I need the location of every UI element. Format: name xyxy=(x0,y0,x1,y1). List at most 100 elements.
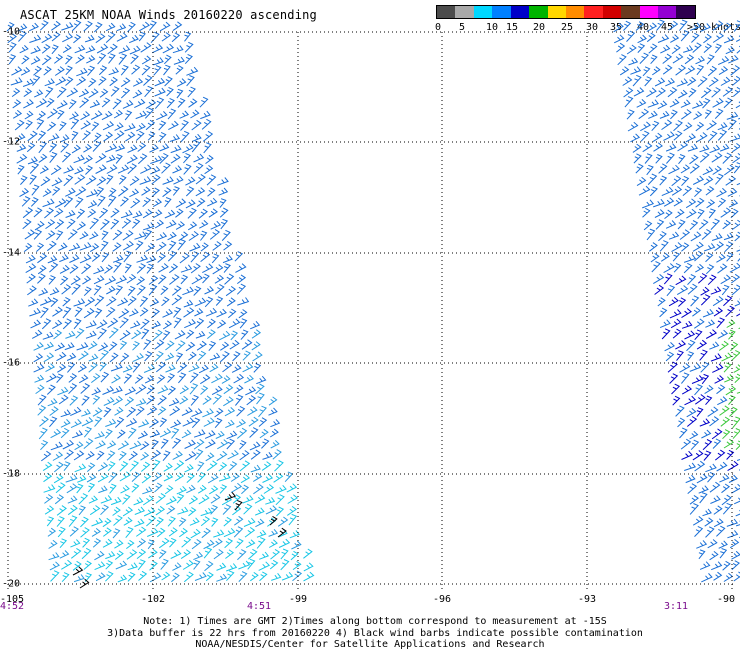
wind-barb xyxy=(246,395,257,406)
wind-barb xyxy=(722,429,731,440)
wind-barb xyxy=(83,143,93,153)
wind-barb xyxy=(151,439,159,450)
wind-barb xyxy=(87,65,96,77)
wind-barb xyxy=(736,309,740,317)
wind-barb xyxy=(704,109,712,119)
wind-barb xyxy=(712,296,724,307)
wind-barb xyxy=(189,372,199,384)
wind-barb xyxy=(281,571,294,581)
wind-barb xyxy=(172,562,182,571)
wind-barb xyxy=(213,529,225,538)
wind-barb xyxy=(187,221,198,231)
wind-barb xyxy=(138,430,149,439)
wind-barb xyxy=(700,361,710,373)
wind-barb xyxy=(179,385,190,395)
wind-barb xyxy=(719,143,730,152)
wind-barb xyxy=(708,76,719,87)
wind-barb xyxy=(41,450,52,462)
wind-barb xyxy=(30,197,39,207)
wind-barb xyxy=(169,405,181,416)
wind-barb xyxy=(270,548,281,560)
wind-barb xyxy=(73,318,82,330)
wind-barb xyxy=(234,384,244,395)
wind-barb xyxy=(185,329,195,339)
wind-barb xyxy=(180,119,189,131)
legend-swatch xyxy=(547,6,566,18)
wind-barb xyxy=(62,44,72,54)
wind-barb xyxy=(252,351,263,362)
wind-barb xyxy=(53,461,64,473)
wind-barb xyxy=(716,461,728,472)
wind-barb xyxy=(122,506,134,517)
wind-barb xyxy=(204,286,215,295)
wind-barb xyxy=(245,386,257,396)
wind-barb xyxy=(80,527,90,538)
wind-barb xyxy=(37,394,47,406)
wind-barb xyxy=(703,450,712,461)
wind-barb xyxy=(157,406,167,416)
wind-barb xyxy=(218,330,231,341)
wind-barb xyxy=(85,330,97,339)
wind-barb xyxy=(88,88,99,99)
wind-barb xyxy=(170,144,182,154)
wind-barb xyxy=(733,364,740,373)
wind-barb xyxy=(94,431,105,439)
wind-barb xyxy=(679,363,691,373)
wind-barb xyxy=(59,264,70,274)
wind-barb xyxy=(67,362,76,373)
wind-barb xyxy=(675,405,685,417)
legend-color-bar xyxy=(436,5,696,19)
wind-barb xyxy=(224,491,237,501)
wind-barb xyxy=(200,374,211,385)
wind-barb xyxy=(75,328,85,339)
wind-barb xyxy=(696,64,705,76)
wind-barb xyxy=(200,516,211,527)
wind-barb xyxy=(182,559,194,570)
wind-barb xyxy=(48,275,56,285)
wind-barb xyxy=(225,419,235,429)
wind-barb xyxy=(64,342,75,351)
wind-barb xyxy=(30,319,42,329)
wind-barb xyxy=(212,393,223,405)
wind-barb xyxy=(56,505,67,516)
wind-barb xyxy=(675,208,685,219)
wind-barb xyxy=(191,538,202,550)
wind-barb xyxy=(144,229,153,240)
wind-barb xyxy=(243,517,256,527)
legend-swatch xyxy=(455,6,474,18)
wind-barb xyxy=(180,274,189,285)
wind-barb xyxy=(8,54,17,65)
wind-barb xyxy=(692,42,702,53)
wind-barb xyxy=(126,154,138,164)
wind-barb xyxy=(699,349,708,361)
wind-barb xyxy=(20,67,31,76)
wind-barb xyxy=(657,34,670,43)
wind-barb xyxy=(234,515,244,526)
wind-barb xyxy=(72,430,83,439)
legend-tick: 45 xyxy=(660,22,674,33)
wind-barb xyxy=(199,220,209,229)
wind-barb xyxy=(89,231,99,240)
wind-barb xyxy=(273,473,284,483)
wind-barb xyxy=(223,240,233,251)
wind-barb xyxy=(188,351,197,361)
wind-barb xyxy=(642,142,653,153)
wind-barb xyxy=(163,462,173,472)
wind-barb xyxy=(693,111,703,120)
wind-barb xyxy=(234,251,244,262)
legend-tick: 30 xyxy=(585,22,599,33)
wind-barb xyxy=(212,241,222,251)
wind-barb xyxy=(165,340,175,351)
wind-barb xyxy=(678,297,687,307)
wind-barb xyxy=(207,318,216,329)
wind-barb xyxy=(211,385,223,396)
wind-barb xyxy=(133,497,144,506)
wind-barb xyxy=(712,32,725,43)
wind-barb xyxy=(724,241,734,253)
wind-barb xyxy=(190,251,200,263)
lon-label: -102 xyxy=(140,594,166,605)
wind-barb xyxy=(646,32,656,43)
wind-barb xyxy=(673,120,683,132)
wind-barb xyxy=(166,496,177,505)
wind-barb xyxy=(112,242,122,252)
